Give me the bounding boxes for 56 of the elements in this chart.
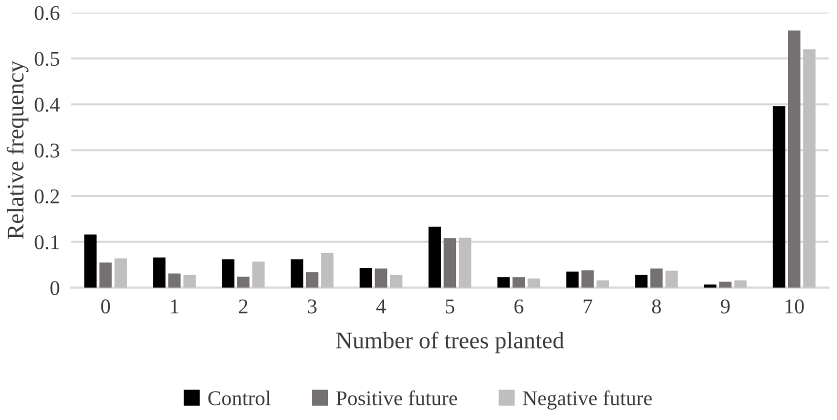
bar [114,258,127,288]
y-tick-label: 0.1 [34,235,59,250]
bar [719,282,732,288]
bar [650,268,663,288]
y-tick-label: 0.5 [34,52,60,66]
bar [458,238,472,288]
bar [153,257,166,288]
bar [581,270,594,288]
legend-label: Control [208,390,271,406]
y-tick-label: 0.4 [34,98,60,112]
x-tick-label: 1 [171,300,178,314]
x-tick-label: 6 [514,299,524,314]
bar [183,274,196,288]
bar [528,278,540,288]
bar [596,280,609,288]
bar [665,270,678,288]
bar [704,284,716,288]
bar [374,268,388,288]
bar [390,274,402,288]
bar [168,273,181,288]
x-tick-label: 10 [786,299,804,314]
bar [360,268,372,288]
bar [428,226,441,288]
x-tick-label: 0 [101,299,110,314]
y-tick-label: 0 [50,281,60,296]
bar [566,272,579,288]
bar [512,277,525,288]
bar [84,234,97,288]
bar [306,272,318,288]
x-tick-label: 7 [584,300,592,314]
x-tick-label: 8 [652,299,661,314]
x-axis-title: Number of trees planted [336,332,564,354]
x-tick-label: 9 [720,299,730,314]
bar [635,274,648,288]
bar [290,259,304,288]
y-tick-label: 0.3 [34,144,60,158]
x-tick-label: 4 [376,300,386,314]
bar [222,259,234,288]
bar [788,30,800,288]
x-tick-label: 5 [446,300,454,314]
y-axis-title: Relative frequency [6,60,28,239]
bar [99,262,112,288]
bar [497,277,510,288]
x-tick-label: 3 [308,299,317,314]
legend-label: Negative future [522,390,652,410]
bar [237,276,250,288]
y-tick-label: 0.6 [34,6,60,20]
bar [321,252,334,288]
bar [444,238,456,288]
legend-label: Positive future [336,390,458,406]
bar [252,262,265,288]
x-tick-label: 2 [239,299,248,314]
bar [803,49,816,288]
bar [734,280,747,288]
bar [772,106,786,288]
y-tick-label: 0.2 [34,189,59,204]
